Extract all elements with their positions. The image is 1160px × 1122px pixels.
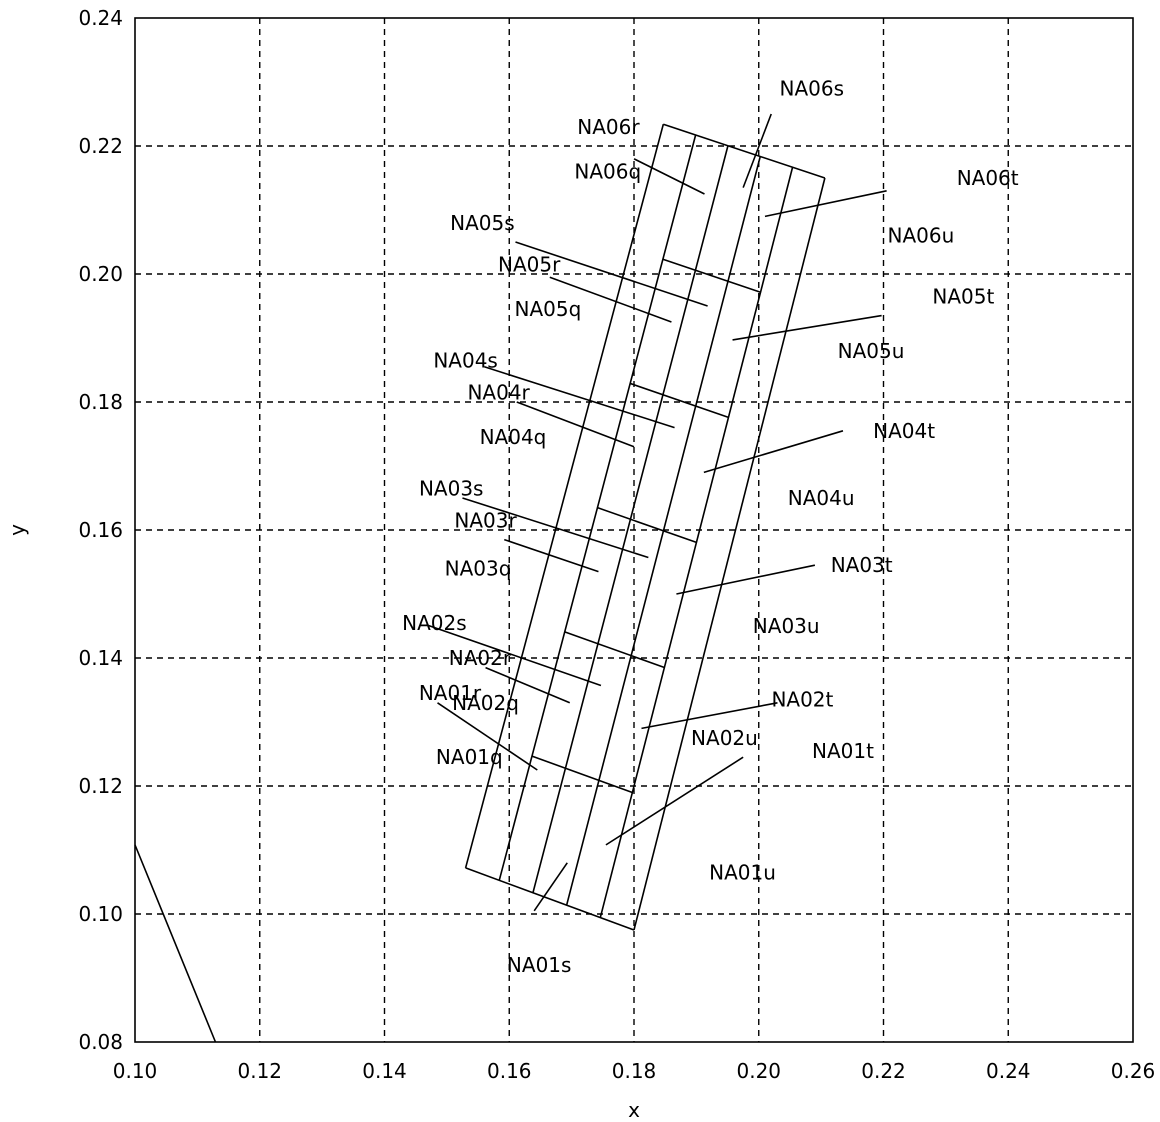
x-tick-label: 0.18 (612, 1059, 657, 1083)
y-tick-label: 0.08 (78, 1030, 123, 1054)
mesh-row-line (629, 382, 729, 419)
tick-labels: 0.10 0.12 0.14 0.16 0.18 0.20 0.22 0.24 0.26 0.08… (78, 6, 1155, 1083)
cell-labels: NA01q NA01r NA01s NA01t NA01u NA02q NA02r NA02s… (402, 76, 1019, 977)
cell-label-na03u: NA03u (753, 614, 820, 638)
grid-lines (135, 18, 1133, 1042)
mesh-row-line (597, 506, 697, 544)
cell-label-na02t: NA02t (771, 688, 833, 712)
y-tick-label: 0.18 (78, 390, 123, 414)
leader-line-na03r (504, 538, 599, 573)
cell-label-na05t: NA05t (932, 284, 994, 308)
cell-label-na05r: NA05r (498, 252, 561, 276)
x-axis-label: x (628, 1098, 640, 1122)
cell-label-na01r: NA01r (419, 681, 482, 705)
leader-line-na02t (641, 702, 778, 730)
leader-line-na05r (549, 276, 672, 323)
cell-label-na01u: NA01u (709, 860, 776, 884)
y-axis-label: y (5, 524, 29, 536)
y-tick-label: 0.10 (78, 902, 123, 926)
mesh-boundary (633, 177, 826, 931)
leader-line-na01t (605, 756, 744, 846)
cell-label-na06r: NA06r (577, 115, 640, 139)
mesh-boundary (465, 867, 635, 931)
cell-label-na01t: NA01t (812, 739, 874, 763)
edge-line (134, 844, 217, 1043)
leader-line-na01s (533, 862, 568, 912)
cell-label-na04u: NA04u (788, 486, 855, 510)
mesh-row-line (564, 631, 665, 669)
cell-label-na04s: NA04s (433, 348, 498, 372)
cell-label-na01q: NA01q (436, 745, 503, 769)
cell-label-na03r: NA03r (454, 508, 517, 532)
leader-line-na06s (742, 113, 772, 188)
mesh-boundary (663, 123, 826, 179)
cell-label-na03q: NA03q (445, 556, 512, 580)
cell-label-na05s: NA05s (450, 211, 515, 235)
mesh-row-line (662, 258, 761, 294)
leader-line-na04t (703, 430, 844, 474)
cell-label-na06t: NA06t (957, 166, 1019, 190)
x-tick-label: 0.26 (1111, 1059, 1156, 1083)
cell-label-na02q: NA02q (452, 691, 519, 715)
y-tick-label: 0.12 (78, 774, 123, 798)
leader-line-na02r (485, 666, 571, 704)
x-tick-label: 0.22 (861, 1059, 906, 1083)
x-tick-label: 0.24 (986, 1059, 1031, 1083)
x-tick-label: 0.14 (362, 1059, 407, 1083)
cell-label-na02u: NA02u (691, 726, 758, 750)
leader-line-na03s (462, 497, 649, 559)
cell-label-na04r: NA04r (467, 380, 530, 404)
y-tick-label: 0.16 (78, 518, 123, 542)
leader-line-na01r (437, 702, 538, 771)
y-tick-label: 0.22 (78, 134, 123, 158)
x-tick-label: 0.10 (113, 1059, 158, 1083)
cell-label-na01s: NA01s (507, 953, 572, 977)
cell-label-na03s: NA03s (419, 476, 484, 500)
cell-label-na05u: NA05u (838, 339, 905, 363)
cell-label-na06s: NA06s (780, 76, 845, 100)
y-tick-label: 0.24 (78, 6, 123, 30)
cell-label-na05q: NA05q (515, 297, 582, 321)
cell-label-na06q: NA06q (574, 160, 641, 184)
x-tick-label: 0.16 (487, 1059, 532, 1083)
leader-line-na06r (633, 158, 705, 195)
leader-line-na05s (515, 241, 708, 307)
leader-line-na02s (426, 623, 602, 687)
leader-line-na04s (484, 366, 675, 429)
x-tick-label: 0.12 (237, 1059, 282, 1083)
leader-line-na03t (676, 564, 816, 595)
leader-line-na05t (732, 314, 882, 341)
y-tick-label: 0.14 (78, 646, 123, 670)
mesh-row-line (531, 755, 633, 794)
leader-line-na04r (516, 401, 635, 448)
leader-line-na06t (764, 190, 887, 218)
cell-label-na04t: NA04t (873, 419, 935, 443)
mesh-grid (134, 123, 826, 1043)
leader-lines (426, 113, 887, 912)
cell-label-na03t: NA03t (831, 553, 893, 577)
x-tick-label: 0.20 (736, 1059, 781, 1083)
cell-label-na02s: NA02s (402, 611, 467, 635)
plot-frame (134, 17, 1134, 1043)
cell-label-na02r: NA02r (449, 646, 512, 670)
cell-label-na06u: NA06u (888, 224, 955, 248)
y-tick-label: 0.20 (78, 262, 123, 286)
cell-label-na04q: NA04q (480, 425, 547, 449)
